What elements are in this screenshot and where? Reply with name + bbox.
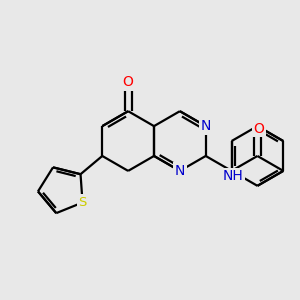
- Text: N: N: [200, 119, 211, 133]
- Text: N: N: [175, 164, 185, 178]
- Text: S: S: [78, 196, 87, 209]
- Text: O: O: [123, 75, 134, 89]
- Text: NH: NH: [223, 169, 244, 183]
- Text: O: O: [254, 122, 264, 136]
